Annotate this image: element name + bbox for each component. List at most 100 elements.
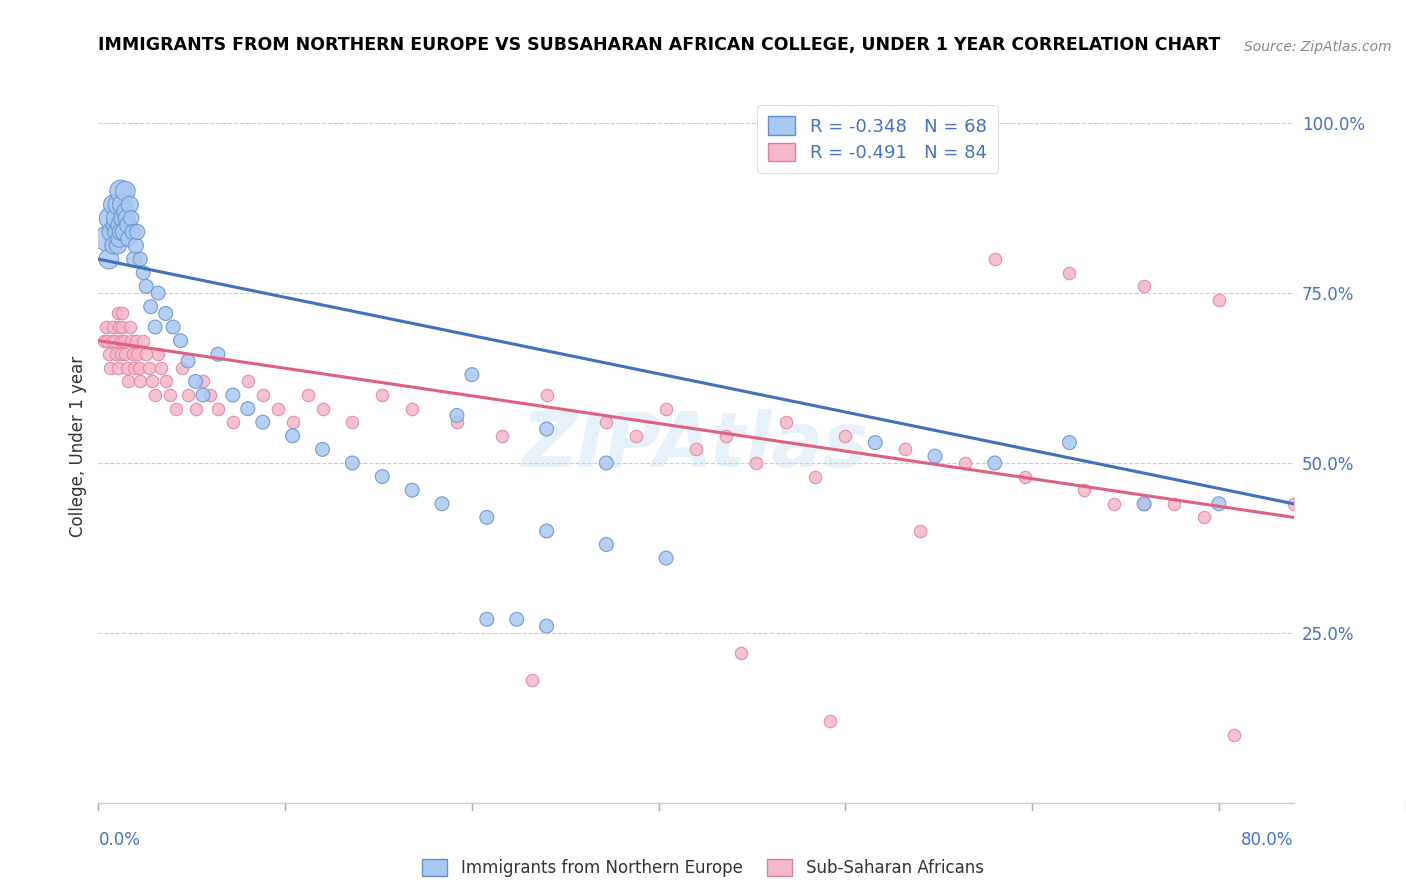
Point <box>685 442 707 457</box>
Point <box>132 334 155 348</box>
Point <box>111 198 134 212</box>
Point <box>110 225 132 239</box>
Point <box>112 225 135 239</box>
Text: Source: ZipAtlas.com: Source: ZipAtlas.com <box>1244 39 1392 54</box>
Point <box>114 204 136 219</box>
Point <box>491 429 513 443</box>
Point <box>446 409 468 423</box>
Point <box>112 334 135 348</box>
Point <box>191 375 214 389</box>
Point <box>110 347 132 361</box>
Point <box>236 401 259 416</box>
Point <box>97 347 120 361</box>
Point <box>536 388 558 402</box>
Point <box>104 218 127 232</box>
Point <box>128 360 150 375</box>
Point <box>124 360 146 375</box>
Point <box>626 429 648 443</box>
Point <box>342 456 364 470</box>
Point <box>371 388 394 402</box>
Point <box>105 211 128 226</box>
Point <box>222 388 245 402</box>
Point <box>96 334 118 348</box>
Point <box>111 306 134 320</box>
Point <box>475 510 498 524</box>
Point <box>311 401 333 416</box>
Point <box>1223 728 1246 742</box>
Point <box>834 429 856 443</box>
Point <box>129 375 152 389</box>
Point <box>804 469 827 483</box>
Point <box>184 375 207 389</box>
Point <box>117 375 139 389</box>
Point <box>267 401 290 416</box>
Point <box>177 354 200 368</box>
Point <box>342 415 364 429</box>
Point <box>143 320 166 334</box>
Point <box>1104 497 1126 511</box>
Point <box>461 368 484 382</box>
Point <box>124 252 146 266</box>
Point <box>865 435 887 450</box>
Point <box>165 401 187 416</box>
Point <box>1059 435 1081 450</box>
Point <box>252 415 274 429</box>
Point <box>94 320 117 334</box>
Point <box>401 401 423 416</box>
Point <box>139 300 162 314</box>
Point <box>1133 279 1156 293</box>
Text: 80.0%: 80.0% <box>1241 831 1294 849</box>
Point <box>97 252 120 266</box>
Point <box>536 524 558 538</box>
Point <box>520 673 543 688</box>
Point <box>93 334 115 348</box>
Point <box>775 415 797 429</box>
Point <box>1282 497 1305 511</box>
Point <box>129 252 152 266</box>
Point <box>105 225 128 239</box>
Point <box>475 612 498 626</box>
Point <box>252 388 274 402</box>
Point <box>121 225 143 239</box>
Point <box>1208 293 1230 307</box>
Point <box>104 334 127 348</box>
Point <box>1014 469 1036 483</box>
Point <box>143 388 166 402</box>
Point <box>111 320 134 334</box>
Point <box>103 238 125 252</box>
Point <box>155 306 177 320</box>
Point <box>162 320 184 334</box>
Point <box>1133 497 1156 511</box>
Point <box>107 360 129 375</box>
Point <box>132 266 155 280</box>
Point <box>118 320 141 334</box>
Point <box>117 218 139 232</box>
Point <box>117 232 139 246</box>
Point <box>159 388 181 402</box>
Point <box>115 211 138 226</box>
Point <box>114 347 136 361</box>
Legend: R = -0.348   N = 68, R = -0.491   N = 84: R = -0.348 N = 68, R = -0.491 N = 84 <box>758 105 998 173</box>
Point <box>120 211 142 226</box>
Text: 0.0%: 0.0% <box>98 831 141 849</box>
Point <box>297 388 319 402</box>
Point <box>103 198 125 212</box>
Point <box>101 334 124 348</box>
Point <box>1163 497 1185 511</box>
Point <box>281 415 304 429</box>
Point <box>953 456 976 470</box>
Point <box>446 415 468 429</box>
Point <box>120 334 142 348</box>
Point <box>1192 510 1215 524</box>
Point <box>984 252 1007 266</box>
Point <box>94 232 117 246</box>
Point <box>148 286 170 301</box>
Point <box>655 401 678 416</box>
Point <box>1059 266 1081 280</box>
Point <box>114 184 136 198</box>
Point <box>101 225 124 239</box>
Point <box>118 198 141 212</box>
Point <box>100 360 122 375</box>
Point <box>155 375 177 389</box>
Point <box>1073 483 1095 498</box>
